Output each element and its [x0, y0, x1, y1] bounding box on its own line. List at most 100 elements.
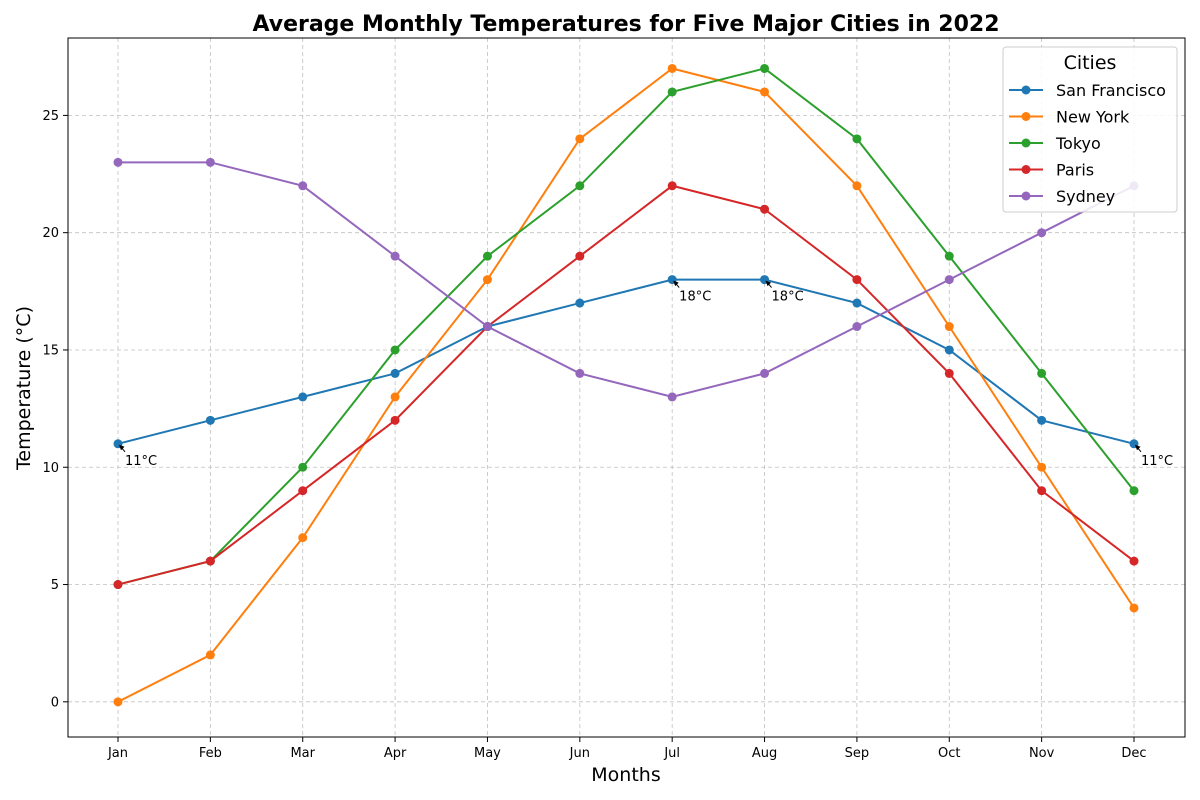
- x-tick-label: Mar: [290, 746, 315, 761]
- x-tick-label: Jun: [569, 746, 590, 761]
- legend: Cities San Francisco New York Tokyo Paris Sy…: [1002, 46, 1178, 213]
- data-point-sydney: [298, 181, 308, 191]
- legend-swatch-marker: [1021, 138, 1031, 148]
- data-point-sydney: [1037, 228, 1047, 238]
- legend-swatch-marker: [1021, 85, 1031, 95]
- series-lines: [113, 63, 1139, 707]
- annotation-arrowhead: [119, 444, 125, 451]
- annotation-arrowhead: [673, 280, 679, 287]
- data-point-new-york: [852, 181, 862, 191]
- legend-label: Tokyo: [1055, 134, 1101, 153]
- legend-item-tokyo: Tokyo: [1009, 134, 1101, 153]
- data-point-tokyo: [575, 181, 585, 191]
- grid: [68, 38, 1185, 737]
- legend-item-sydney: Sydney: [1009, 187, 1115, 206]
- series-line-new-york: [117, 67, 1135, 703]
- data-point-tokyo: [760, 63, 770, 73]
- annotation-label: 18°C: [772, 290, 804, 305]
- data-point-new-york: [482, 275, 492, 285]
- data-point-paris: [390, 415, 400, 425]
- data-point-paris: [298, 486, 308, 496]
- x-tick-label: Sep: [845, 746, 870, 761]
- data-point-new-york: [1037, 462, 1047, 472]
- data-point-paris: [575, 251, 585, 261]
- data-point-paris: [205, 556, 215, 566]
- series-new-york: [113, 63, 1139, 707]
- data-point-new-york: [667, 63, 677, 73]
- axis-ticks: Jan Feb Mar Apr May Jun Jul Aug Sep Oct Nov Dec 0 5 10…: [42, 109, 1146, 761]
- data-point-paris: [113, 580, 123, 590]
- series-paris: [113, 181, 1139, 590]
- data-point-sydney: [113, 157, 123, 167]
- series-line-sydney: [118, 161, 1135, 398]
- data-point-tokyo: [390, 345, 400, 355]
- annotation-label: 11°C: [1141, 454, 1173, 469]
- y-tick-label: 0: [51, 695, 59, 710]
- data-point-san-francisco: [852, 298, 862, 308]
- y-tick-label: 5: [51, 578, 59, 593]
- data-point-new-york: [760, 87, 770, 97]
- data-point-new-york: [390, 392, 400, 402]
- legend-item-paris: Paris: [1009, 161, 1094, 180]
- x-tick-label: May: [474, 746, 501, 761]
- data-point-tokyo: [1129, 486, 1139, 496]
- legend-label: San Francisco: [1056, 81, 1166, 100]
- data-point-san-francisco: [298, 392, 308, 402]
- data-point-new-york: [575, 134, 585, 144]
- data-point-san-francisco: [205, 415, 215, 425]
- data-point-tokyo: [667, 87, 677, 97]
- annotation: 18°C: [765, 280, 804, 305]
- data-point-tokyo: [1037, 368, 1047, 378]
- data-point-sydney: [852, 322, 862, 332]
- data-point-paris: [944, 368, 954, 378]
- data-point-san-francisco: [944, 345, 954, 355]
- y-tick-label: 25: [42, 109, 59, 124]
- data-point-paris: [852, 275, 862, 285]
- data-point-sydney: [575, 368, 585, 378]
- data-point-san-francisco: [575, 298, 585, 308]
- y-tick-label: 20: [42, 226, 59, 241]
- plot-area-frame: [67, 37, 1186, 738]
- annotation: 18°C: [673, 280, 711, 305]
- legend-label: Paris: [1056, 161, 1094, 180]
- annotation-label: 18°C: [679, 290, 711, 305]
- legend-item-san-francisco: San Francisco: [1009, 81, 1166, 100]
- x-tick-label: Oct: [938, 746, 960, 761]
- data-point-tokyo: [944, 251, 954, 261]
- x-axis-title: Months: [591, 764, 660, 786]
- data-point-san-francisco: [1037, 415, 1047, 425]
- x-tick-label: Jan: [107, 746, 128, 761]
- data-point-tokyo: [298, 462, 308, 472]
- series-line-paris: [117, 184, 1135, 586]
- annotation-arrowhead: [1135, 444, 1141, 451]
- annotation-arrowhead: [765, 280, 772, 287]
- data-point-paris: [760, 204, 770, 214]
- legend-title: Cities: [1064, 52, 1117, 74]
- x-tick-label: Nov: [1029, 746, 1055, 761]
- data-point-sydney: [667, 392, 677, 402]
- legend-items: San Francisco New York Tokyo Paris Sydney: [1009, 81, 1166, 206]
- data-point-sydney: [760, 368, 770, 378]
- x-tick-label: Feb: [199, 746, 222, 761]
- data-point-sydney: [944, 275, 954, 285]
- legend-label: Sydney: [1056, 187, 1115, 206]
- data-point-paris: [1037, 486, 1047, 496]
- annotation: 11°C: [1135, 444, 1173, 469]
- annotations: 11°C 18°C 18°C 11°C: [119, 280, 1173, 469]
- y-axis-title: Temperature (°C): [13, 306, 35, 471]
- data-point-new-york: [298, 533, 308, 543]
- series-line-tokyo: [117, 67, 1135, 586]
- annotation-label: 11°C: [125, 454, 157, 469]
- x-tick-label: Jul: [663, 746, 680, 761]
- x-tick-label: Apr: [384, 746, 407, 761]
- legend-box: [1002, 46, 1178, 213]
- legend-swatch-marker: [1021, 112, 1031, 121]
- legend-swatch-marker: [1021, 191, 1031, 201]
- series-tokyo: [113, 63, 1139, 590]
- data-point-new-york: [1129, 603, 1139, 613]
- data-point-tokyo: [482, 251, 492, 261]
- y-tick-label: 15: [42, 343, 59, 358]
- data-point-sydney: [205, 157, 215, 167]
